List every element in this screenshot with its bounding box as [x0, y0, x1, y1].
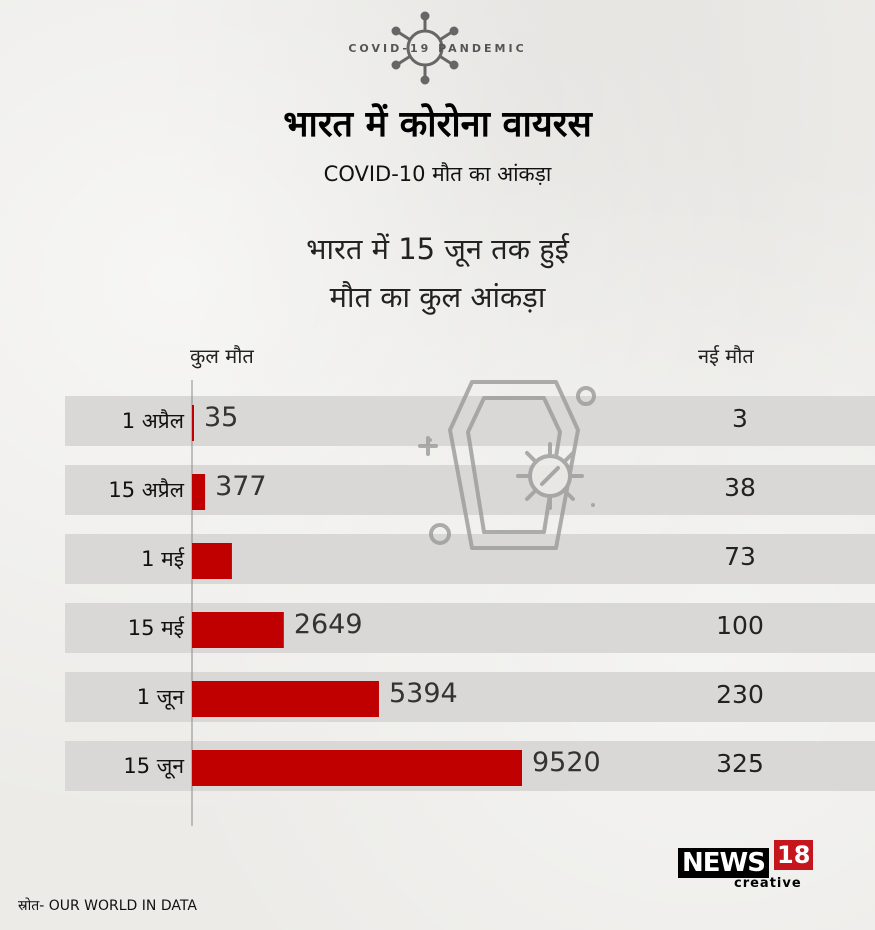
- logo-sub: creative: [734, 876, 802, 891]
- category-label: 15 अप्रैल: [108, 478, 184, 502]
- total-value-label: 377: [215, 471, 267, 502]
- total-value-label: 5394: [389, 678, 458, 709]
- bar-total-deaths: [192, 405, 194, 441]
- bar-total-deaths: [192, 474, 206, 510]
- bar-total-deaths: [192, 543, 232, 579]
- category-label: 1 मई: [141, 547, 185, 571]
- new-deaths-label: 73: [724, 542, 756, 571]
- bar-total-deaths: [192, 612, 284, 648]
- coffin-icon: [418, 380, 596, 550]
- badge-text: COVID-19 PANDEMIC: [348, 42, 527, 55]
- legend-total-deaths: कुल मौत: [190, 344, 254, 368]
- category-label: 1 जून: [137, 685, 185, 710]
- category-label: 15 मई: [128, 616, 185, 640]
- legend-new-deaths: नई मौत: [698, 344, 754, 368]
- new-deaths-label: 325: [716, 749, 764, 778]
- logo-main: NEWS: [678, 848, 769, 878]
- virus-icon: [391, 11, 459, 85]
- labels: 1 अप्रैल 35 3 15 अप्रैल 377 38 1 मई 73 15 मई 2649…: [108, 402, 764, 779]
- bar-total-deaths: [192, 681, 379, 717]
- headline: भारत में 15 जून तक हुई मौत का कुल आंकड़ा: [0, 225, 875, 321]
- total-value-label: 9520: [532, 747, 601, 778]
- new-deaths-label: 38: [724, 473, 756, 502]
- news18-logo: NEWS 18 creative: [678, 838, 814, 896]
- headline-line-2: मौत का कुल आंकड़ा: [329, 280, 546, 314]
- total-value-label: 35: [204, 402, 238, 433]
- new-deaths-label: 230: [716, 680, 764, 709]
- category-label: 1 अप्रैल: [122, 409, 185, 433]
- bar-total-deaths: [192, 750, 522, 786]
- source-note: स्रोत- OUR WORLD IN DATA: [18, 898, 197, 914]
- total-value-label: 2649: [294, 609, 363, 640]
- logo-number: 18: [774, 840, 814, 870]
- new-deaths-label: 3: [732, 404, 748, 433]
- subtitle: COVID-10 मौत का आंकड़ा: [323, 162, 552, 186]
- category-label: 15 जून: [123, 754, 184, 779]
- page-title: भारत में कोरोना वायरस: [283, 104, 592, 145]
- bars: [192, 405, 522, 786]
- headline-line-1: भारत में 15 जून तक हुई: [306, 232, 569, 266]
- new-deaths-label: 100: [716, 611, 764, 640]
